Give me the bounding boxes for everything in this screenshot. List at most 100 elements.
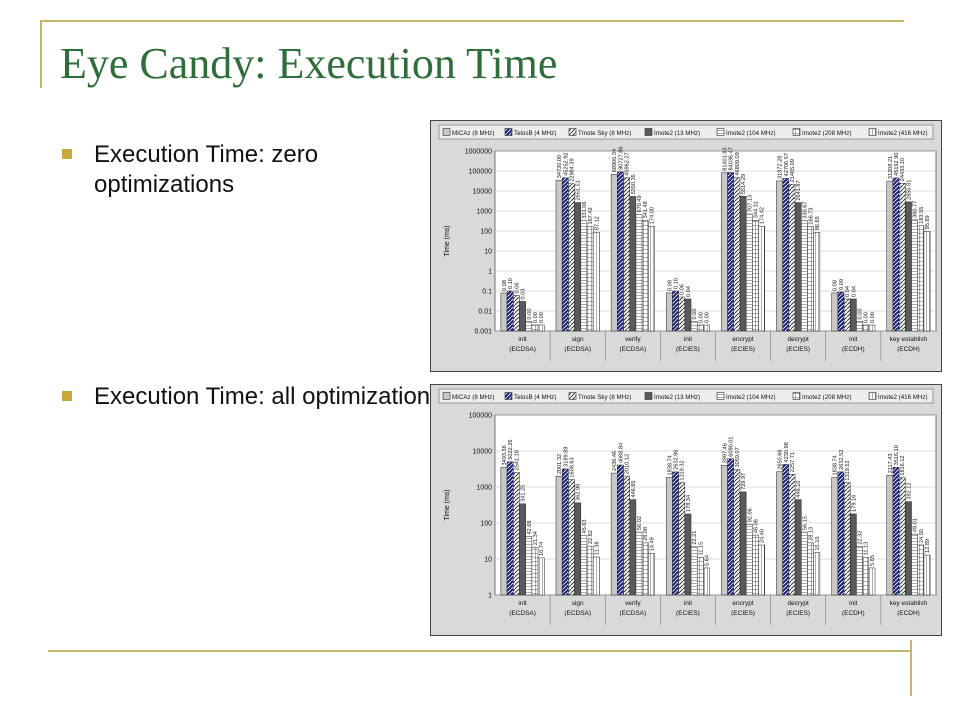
x-tick-label: sign bbox=[572, 336, 584, 343]
data-label: 2117.43 bbox=[888, 453, 894, 473]
bar bbox=[586, 545, 594, 596]
bar bbox=[672, 471, 679, 596]
legend-swatch bbox=[442, 128, 451, 136]
data-label: 179.16 bbox=[851, 495, 857, 512]
y-tick-label: 10000 bbox=[473, 449, 493, 456]
y-tick-label: 100000 bbox=[469, 413, 492, 420]
y-tick-label: 100 bbox=[480, 521, 492, 528]
x-tick-sublabel: (ECDH) bbox=[897, 346, 920, 353]
data-label: 87.12 bbox=[594, 216, 600, 230]
data-label: 0.04 bbox=[686, 286, 692, 297]
bar bbox=[739, 491, 747, 596]
bar bbox=[525, 536, 533, 596]
bar bbox=[672, 290, 679, 332]
bar bbox=[843, 482, 851, 596]
y-tick-label: 0.1 bbox=[482, 289, 492, 296]
data-label: 446.10 bbox=[796, 481, 802, 498]
x-tick-sublabel: (ECIES) bbox=[786, 346, 810, 353]
bar bbox=[849, 513, 857, 596]
x-tick-sublabel: (ECDSA) bbox=[619, 610, 646, 617]
data-label: 28.13 bbox=[809, 527, 815, 541]
bar bbox=[733, 177, 741, 332]
data-label: 0.08 bbox=[833, 280, 839, 291]
data-label: 31208.21 bbox=[888, 156, 894, 179]
bar bbox=[862, 324, 870, 332]
bar bbox=[911, 533, 918, 596]
bar bbox=[690, 546, 698, 596]
legend-swatch bbox=[568, 392, 577, 400]
y-tick-label: 100 bbox=[480, 229, 492, 236]
bar bbox=[561, 468, 569, 596]
x-tick-label: decrypt bbox=[788, 600, 810, 607]
legend-label: MICAz (8 MHz) bbox=[452, 130, 494, 137]
data-label: 1319.52 bbox=[845, 460, 851, 480]
data-label: 42706.57 bbox=[784, 153, 790, 176]
bar bbox=[917, 225, 925, 332]
data-label: 45192.90 bbox=[894, 153, 900, 176]
data-label: 56.15 bbox=[802, 516, 808, 530]
bar bbox=[617, 171, 624, 332]
data-label: 45.63 bbox=[582, 519, 588, 533]
data-label: 341.48 bbox=[643, 201, 649, 218]
data-label: 24433.10 bbox=[900, 158, 906, 181]
y-axis-label: Time (ms) bbox=[444, 225, 451, 256]
data-label: 0.00 bbox=[870, 312, 876, 323]
data-label: 46.06 bbox=[753, 519, 759, 533]
data-label: 0.00 bbox=[692, 309, 698, 320]
x-tick-sublabel: (ECDSA) bbox=[564, 346, 591, 353]
bar bbox=[905, 501, 912, 596]
data-label: 0.00 bbox=[705, 312, 711, 323]
bar bbox=[561, 177, 569, 332]
bar bbox=[580, 220, 588, 332]
legend-label: TelosB (4 MHz) bbox=[514, 130, 556, 137]
bar bbox=[531, 546, 539, 596]
data-label: 707.13 bbox=[747, 195, 753, 212]
data-label: 5022.26 bbox=[508, 440, 514, 460]
x-tick-label: encrypt bbox=[732, 336, 754, 343]
bar bbox=[813, 552, 821, 596]
data-label: 2257.71 bbox=[790, 452, 796, 472]
data-label: 11.38 bbox=[594, 541, 600, 555]
bar bbox=[807, 226, 814, 332]
page-title: Eye Candy: Execution Time bbox=[60, 39, 558, 88]
bar bbox=[898, 477, 906, 596]
chart-zero-optimizations-svg: MICAz (8 MHz) TelosB (4 MHz) Tmote Sky (8 … bbox=[438, 124, 937, 361]
left-accent-line bbox=[40, 20, 42, 88]
bar bbox=[684, 513, 692, 596]
bar bbox=[635, 214, 643, 332]
bar bbox=[739, 195, 747, 332]
bar bbox=[629, 499, 637, 596]
x-tick-sublabel: (ECDSA) bbox=[509, 346, 536, 353]
y-tick-label: 100000 bbox=[469, 169, 492, 176]
bar bbox=[525, 321, 533, 332]
bar bbox=[758, 544, 766, 596]
bar bbox=[568, 183, 575, 332]
x-tick-label: sign bbox=[572, 600, 584, 607]
bar bbox=[745, 213, 753, 332]
bar bbox=[703, 324, 710, 332]
bar bbox=[684, 298, 692, 332]
data-label: 90727.86 bbox=[618, 147, 624, 170]
bar bbox=[648, 552, 655, 596]
bar bbox=[641, 220, 649, 332]
data-label: 4068.84 bbox=[618, 443, 624, 463]
bar bbox=[788, 474, 796, 596]
x-tick-sublabel: (ECIES) bbox=[676, 346, 700, 353]
data-label: 22984.39 bbox=[569, 158, 575, 181]
data-label: 22.82 bbox=[588, 530, 594, 544]
bar bbox=[721, 172, 728, 332]
legend-swatch bbox=[504, 128, 513, 136]
data-label: 360.77 bbox=[913, 201, 919, 218]
data-label: 81401.83 bbox=[722, 147, 728, 170]
bar bbox=[574, 502, 582, 596]
x-tick-sublabel: (ECDSA) bbox=[564, 610, 591, 617]
legend-label: TelosB (4 MHz) bbox=[514, 394, 556, 401]
data-label: 341.25 bbox=[521, 485, 527, 502]
x-tick-label: key establish bbox=[890, 600, 928, 607]
y-tick-label: 1 bbox=[488, 269, 492, 276]
bar bbox=[758, 225, 766, 332]
data-label: 2641.87 bbox=[796, 180, 802, 200]
legend-label: Imote2 (13 MHz) bbox=[654, 394, 700, 401]
data-label: 0.08 bbox=[667, 280, 673, 291]
chart-zero-optimizations: MICAz (8 MHz) TelosB (4 MHz) Tmote Sky (8 … bbox=[430, 120, 942, 372]
